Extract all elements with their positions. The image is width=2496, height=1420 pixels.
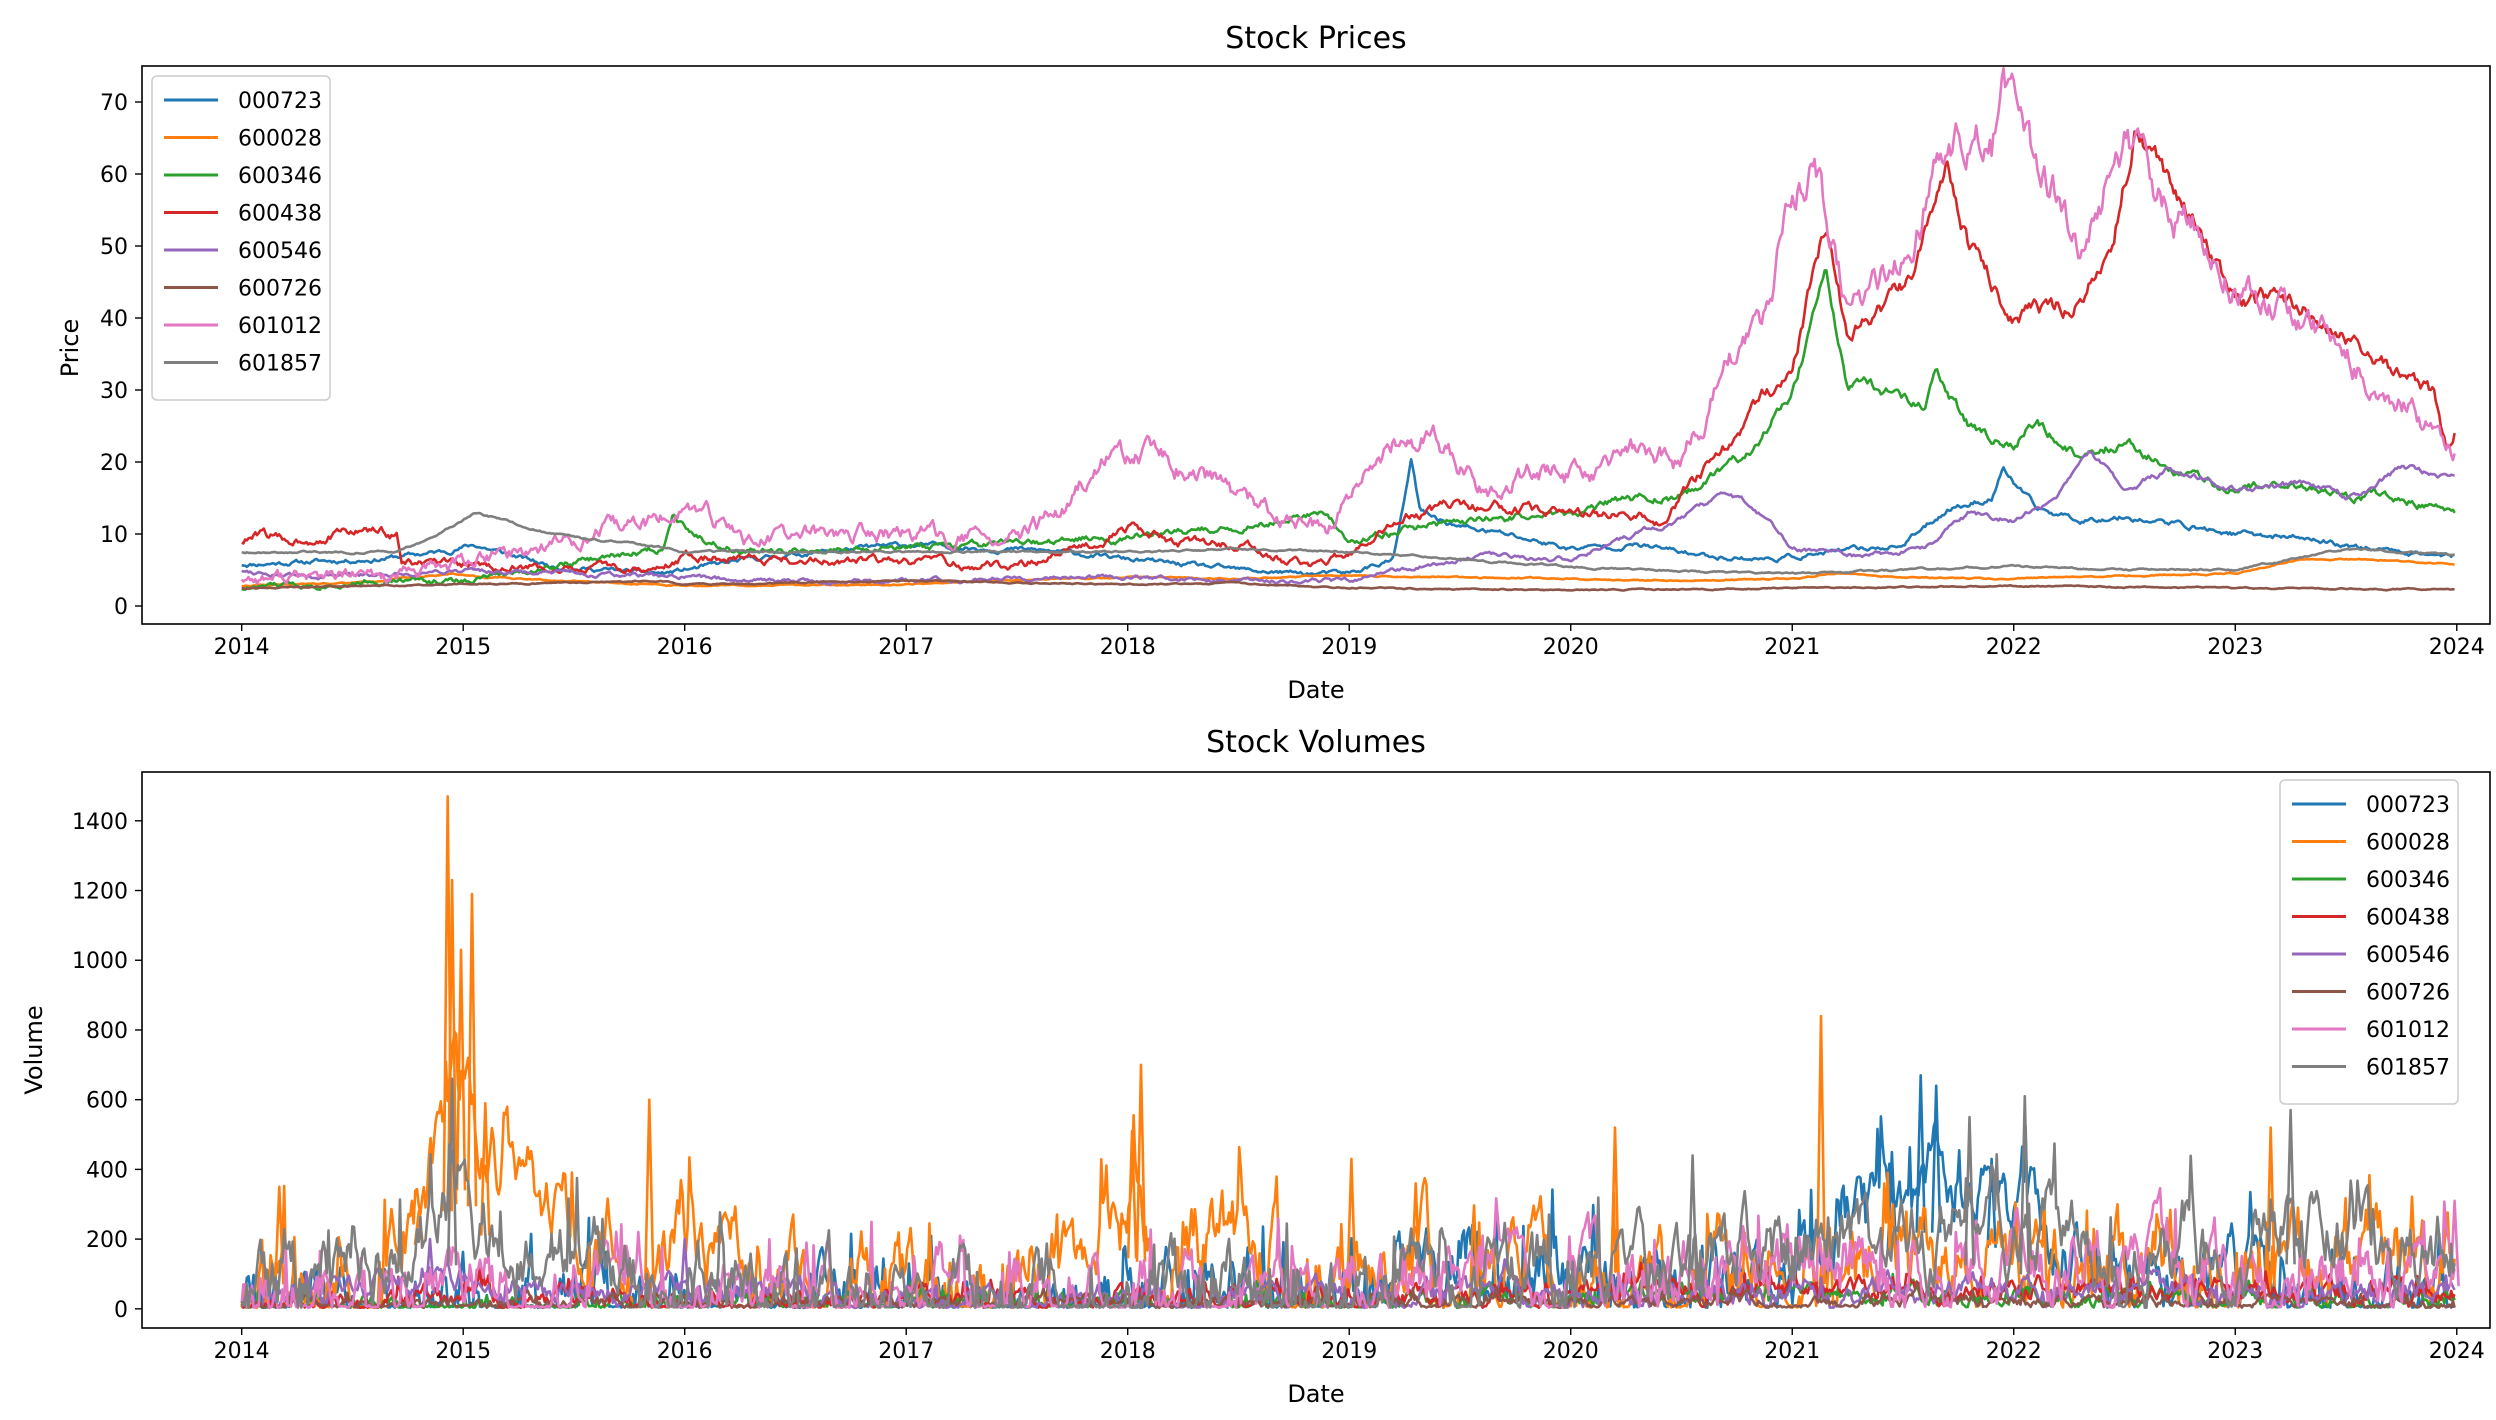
series-line-600726 — [240, 1281, 2456, 1310]
y-tick-label: 1400 — [72, 810, 128, 835]
x-tick-label: 2021 — [1764, 1339, 1820, 1364]
price-chart-title: Stock Prices — [1225, 21, 1406, 56]
y-tick-label: 800 — [86, 1019, 128, 1044]
series-spike-601857 — [1687, 1154, 1698, 1291]
series-spike-600028 — [480, 1101, 491, 1236]
series-spike-600028 — [1346, 1157, 1357, 1288]
x-tick-label: 2023 — [2207, 635, 2263, 660]
y-tick-label: 50 — [100, 235, 128, 260]
y-tick-label: 0 — [114, 595, 128, 620]
series-spike-600028 — [1135, 1063, 1147, 1262]
series-spike-601857 — [1964, 1115, 1975, 1266]
series-spike-600028 — [446, 878, 458, 1205]
series-spike-000723 — [1986, 1157, 1997, 1248]
x-tick-label: 2018 — [1100, 635, 1156, 660]
volume-chart-frame — [141, 771, 2491, 1329]
x-tick-label: 2019 — [1321, 635, 1377, 660]
series-line-601857 — [240, 1142, 2456, 1310]
legend-label-601857: 601857 — [238, 352, 322, 377]
legend-label-600546: 600546 — [238, 239, 322, 264]
x-tick-label: 2022 — [1986, 635, 2042, 660]
series-spike-601012 — [801, 1241, 812, 1301]
series-spike-600028 — [455, 948, 467, 1191]
price-chart-plot — [240, 67, 2456, 592]
x-tick-label: 2022 — [1986, 1339, 2042, 1364]
price-chart-legend: 000723 600028 600346 600438 600546 600726 6010… — [151, 75, 331, 401]
series-line-600546 — [241, 450, 2455, 586]
volume-chart-ticks: 2014 2015 2016 2017 2018 2019 2020 2021 2022 2023… — [72, 810, 2485, 1364]
y-tick-label: 400 — [86, 1158, 128, 1183]
legend-label-600438: 600438 — [2366, 906, 2450, 931]
y-tick-label: 20 — [100, 451, 128, 476]
x-tick-label: 2023 — [2207, 1339, 2263, 1364]
legend-label-601857: 601857 — [2366, 1056, 2450, 1081]
legend-label-600726: 600726 — [238, 277, 322, 302]
legend-label-601012: 601012 — [2366, 1018, 2450, 1043]
x-tick-label: 2016 — [657, 1339, 713, 1364]
series-spike-000723 — [1915, 1074, 1926, 1233]
x-tick-label: 2017 — [878, 1339, 934, 1364]
y-tick-label: 40 — [100, 307, 128, 332]
x-tick-label: 2020 — [1543, 635, 1599, 660]
price-chart-frame — [141, 65, 2491, 625]
x-tick-label: 2024 — [2429, 1339, 2485, 1364]
price-chart: Stock Prices 2014 2015 2016 2017 2018 2019 202… — [56, 21, 2491, 704]
y-tick-label: 1000 — [72, 949, 128, 974]
price-chart-ylabel: Price — [56, 319, 84, 378]
y-tick-label: 60 — [100, 163, 128, 188]
legend-box — [2279, 779, 2459, 1105]
volume-chart-legend: 000723 600028 600346 600438 600546 600726 6010… — [2279, 779, 2459, 1105]
y-tick-label: 0 — [114, 1298, 128, 1323]
series-line-601012 — [240, 67, 2456, 585]
series-spike-601857 — [2285, 1108, 2296, 1265]
series-spike-601857 — [2019, 1094, 2031, 1275]
x-tick-label: 2017 — [878, 635, 934, 660]
series-spike-600028 — [466, 892, 478, 1207]
legend-label-601012: 601012 — [238, 314, 322, 339]
volume-chart-xlabel: Date — [1287, 1380, 1344, 1408]
series-line-601857 — [241, 511, 2455, 575]
legend-label-600438: 600438 — [238, 202, 322, 227]
y-tick-label: 10 — [100, 523, 128, 548]
series-spike-601857 — [446, 1077, 458, 1266]
x-tick-label: 2019 — [1321, 1339, 1377, 1364]
x-tick-label: 2014 — [214, 635, 270, 660]
price-chart-ticks: 2014 2015 2016 2017 2018 2019 2020 2021 2022 2023… — [100, 91, 2485, 660]
series-spike-600028 — [1815, 1014, 1827, 1285]
series-line-600438 — [241, 130, 2456, 575]
series-line-000723 — [241, 458, 2455, 577]
series-spike-600028 — [1126, 1129, 1138, 1259]
legend-box — [151, 75, 331, 401]
legend-label-600028: 600028 — [2366, 831, 2450, 856]
x-tick-label: 2024 — [2429, 635, 2485, 660]
x-tick-label: 2020 — [1543, 1339, 1599, 1364]
series-spike-600028 — [644, 1098, 655, 1281]
legend-label-600028: 600028 — [238, 127, 322, 152]
series-spike-000723 — [1930, 1084, 1942, 1233]
volume-chart: Stock Volumes 2014 2015 2016 2017 2018 2019 20… — [20, 725, 2491, 1408]
volume-chart-plot — [240, 795, 2460, 1310]
legend-label-000723: 000723 — [238, 89, 322, 114]
y-tick-label: 1200 — [72, 880, 128, 905]
price-chart-xlabel: Date — [1287, 676, 1344, 704]
x-tick-label: 2015 — [435, 635, 491, 660]
legend-label-600346: 600346 — [2366, 868, 2450, 893]
legend-label-600346: 600346 — [238, 164, 322, 189]
y-tick-label: 30 — [100, 379, 128, 404]
x-tick-label: 2021 — [1764, 635, 1820, 660]
x-tick-label: 2014 — [214, 1339, 270, 1364]
legend-label-600546: 600546 — [2366, 943, 2450, 968]
volume-chart-ylabel: Volume — [20, 1005, 48, 1094]
y-tick-label: 70 — [100, 91, 128, 116]
y-tick-label: 200 — [86, 1228, 128, 1253]
x-tick-label: 2016 — [657, 635, 713, 660]
volume-chart-title: Stock Volumes — [1206, 725, 1426, 760]
x-tick-label: 2015 — [435, 1339, 491, 1364]
legend-label-000723: 000723 — [2366, 793, 2450, 818]
x-tick-label: 2018 — [1100, 1339, 1156, 1364]
y-tick-label: 600 — [86, 1089, 128, 1114]
series-line-600726 — [241, 578, 2455, 592]
legend-label-600726: 600726 — [2366, 981, 2450, 1006]
